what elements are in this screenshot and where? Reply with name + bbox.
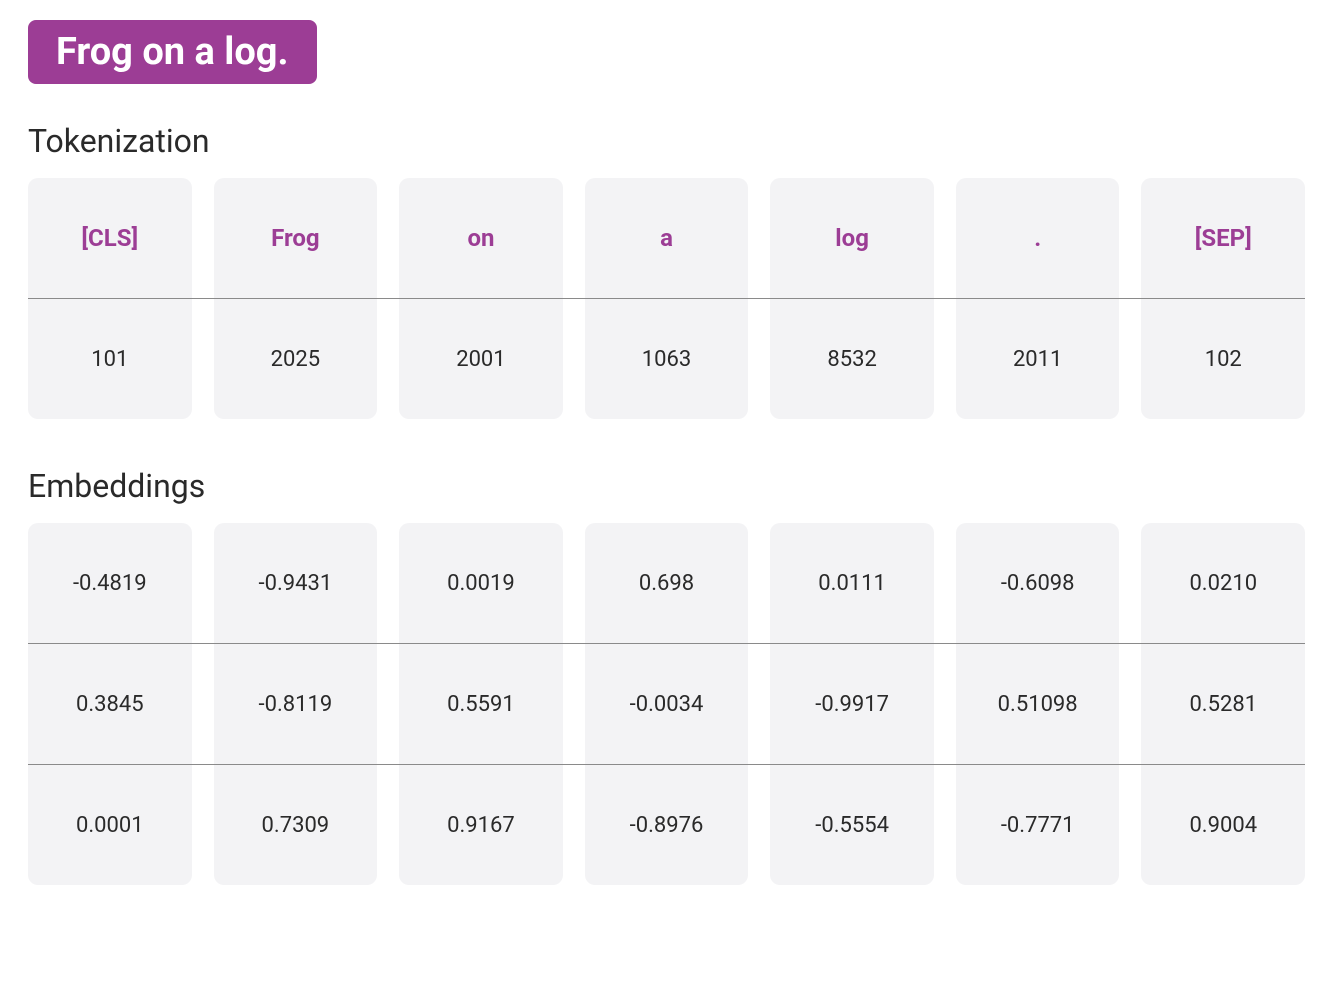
token-cell: Frog [214,178,378,298]
embedding-cell: 0.0001 [28,765,192,885]
embedding-cell: -0.8976 [585,765,749,885]
token-cell: [CLS] [28,178,192,298]
token-id-cell: 101 [28,299,192,419]
input-text-badge: Frog on a log. [28,20,317,84]
tokenization-heading: Tokenization [28,122,1305,160]
token-cell: . [956,178,1120,298]
embedding-cell: 0.51098 [956,644,1120,764]
token-id-cell: 1063 [585,299,749,419]
embedding-cell: 0.0111 [770,523,934,643]
token-cell: a [585,178,749,298]
token-id-row: 101 2025 2001 1063 8532 2011 102 [28,299,1305,419]
token-row: [CLS] Frog on a log . [SEP] [28,178,1305,298]
embeddings-heading: Embeddings [28,467,1305,505]
token-id-cell: 2011 [956,299,1120,419]
embedding-cell: -0.7771 [956,765,1120,885]
token-cell: log [770,178,934,298]
embeddings-grid: -0.4819 -0.9431 0.0019 0.698 0.0111 -0.6… [28,523,1305,885]
embedding-cell: 0.9004 [1141,765,1305,885]
embedding-cell: 0.9167 [399,765,563,885]
token-id-cell: 102 [1141,299,1305,419]
token-id-cell: 8532 [770,299,934,419]
embedding-cell: 0.5591 [399,644,563,764]
embedding-row: 0.0001 0.7309 0.9167 -0.8976 -0.5554 -0.… [28,765,1305,885]
embedding-row: 0.3845 -0.8119 0.5591 -0.0034 -0.9917 0.… [28,644,1305,764]
embedding-cell: 0.5281 [1141,644,1305,764]
embedding-cell: -0.8119 [214,644,378,764]
embedding-cell: -0.6098 [956,523,1120,643]
embedding-cell: -0.5554 [770,765,934,885]
token-id-cell: 2025 [214,299,378,419]
embedding-cell: 0.0019 [399,523,563,643]
token-cell: on [399,178,563,298]
tokenization-grid: [CLS] Frog on a log . [SEP] 101 2025 200… [28,178,1305,419]
embedding-cell: -0.9917 [770,644,934,764]
token-id-cell: 2001 [399,299,563,419]
embedding-cell: -0.4819 [28,523,192,643]
embedding-cell: 0.0210 [1141,523,1305,643]
embedding-cell: -0.9431 [214,523,378,643]
embedding-row: -0.4819 -0.9431 0.0019 0.698 0.0111 -0.6… [28,523,1305,643]
embedding-cell: 0.698 [585,523,749,643]
token-cell: [SEP] [1141,178,1305,298]
embedding-cell: -0.0034 [585,644,749,764]
embedding-cell: 0.7309 [214,765,378,885]
embedding-cell: 0.3845 [28,644,192,764]
